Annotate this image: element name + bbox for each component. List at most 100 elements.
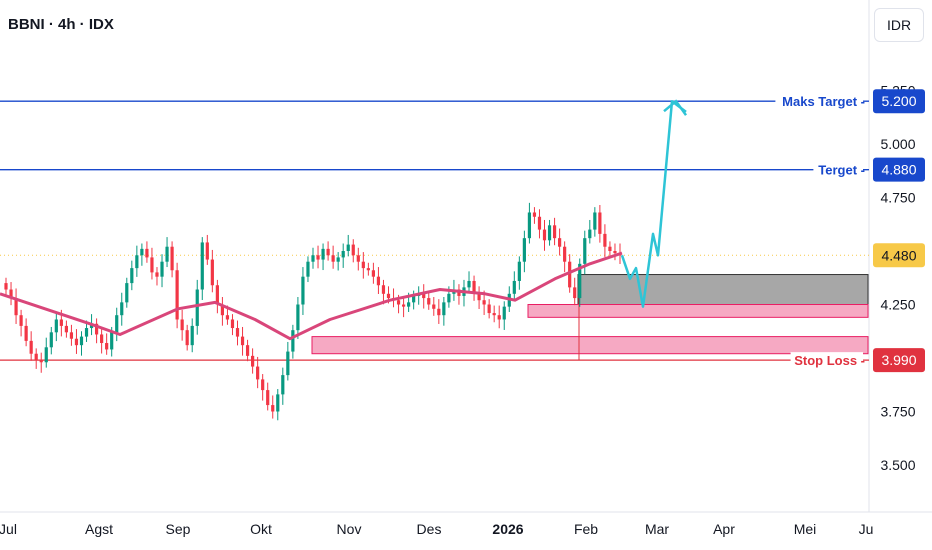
candle-body (9, 289, 13, 299)
candle-body (482, 300, 486, 305)
candle-body (502, 306, 506, 320)
candle-body (150, 257, 154, 273)
x-tick-label: Jul (0, 521, 17, 537)
candle-body (598, 212, 602, 234)
candle-body (512, 280, 516, 294)
candle-body (271, 405, 275, 412)
level-price-label: 4.880 (881, 162, 916, 178)
candle-body (165, 246, 169, 262)
level-label-bg (813, 161, 863, 178)
candle-body (608, 246, 612, 251)
candle-body (59, 319, 63, 326)
candle-body (266, 390, 270, 406)
candle-body (19, 315, 23, 326)
candle-body (588, 229, 592, 239)
candle-body (256, 366, 260, 380)
currency-button[interactable]: IDR (874, 8, 924, 42)
moving-average (0, 251, 623, 341)
candle-body (552, 225, 557, 239)
candle-body (573, 287, 577, 299)
candle-body (125, 283, 129, 303)
x-tick-label: Des (417, 521, 442, 537)
ma-line (0, 251, 623, 341)
candle-body (336, 257, 340, 262)
level-price-badge (873, 348, 925, 373)
candle-body (120, 302, 124, 316)
candle-body (251, 355, 255, 367)
candle-body (175, 270, 179, 320)
candle-body (407, 302, 411, 307)
candle-body (321, 248, 325, 260)
candle-body (442, 302, 446, 316)
candle-body (422, 293, 426, 299)
y-tick-label: 5.000 (880, 136, 915, 152)
level-label-bg (790, 352, 863, 369)
candle-body (135, 255, 139, 269)
candle-body (467, 280, 471, 288)
candle-body (603, 233, 607, 247)
candle-body (110, 332, 114, 350)
candle-body (447, 293, 451, 303)
candle-body (437, 308, 441, 316)
candle-body (296, 304, 300, 331)
candle-body (240, 336, 245, 346)
candle-body (180, 319, 184, 331)
candle-body (140, 248, 144, 256)
candle-body (432, 304, 436, 309)
candle-body (346, 244, 350, 251)
candle-body (215, 285, 219, 305)
candle-body (522, 238, 526, 262)
candle-body (517, 261, 521, 281)
candle-body (160, 261, 164, 277)
x-tick-label: Feb (574, 521, 598, 537)
candle-body (200, 242, 204, 290)
x-tick-label: Sep (166, 521, 191, 537)
projection (620, 99, 688, 308)
candle-body (130, 268, 134, 284)
x-tick-label: Mar (645, 521, 669, 537)
x-tick-label: 2026 (492, 521, 523, 537)
candle-body (64, 325, 68, 333)
candle-body (54, 319, 58, 333)
candle-body (532, 212, 537, 217)
levels: Maks Target - Terget - Stop Loss - (0, 93, 869, 369)
candle-body (301, 276, 305, 305)
level-price-label: 5.200 (881, 93, 916, 109)
candle-body (497, 315, 501, 320)
candle-body (563, 246, 567, 262)
candle-body (69, 332, 74, 339)
candle-body (49, 332, 53, 348)
candle-body (558, 238, 562, 247)
candle-body (79, 336, 84, 346)
candle-body (527, 212, 532, 239)
candle-body (225, 315, 230, 320)
candle-body (14, 298, 18, 316)
candle-body (205, 242, 209, 260)
level-price-badge (873, 157, 925, 182)
x-tick-label: Ju (859, 521, 874, 537)
projection-path (620, 99, 687, 308)
candle-body (412, 295, 416, 303)
candle-body (472, 280, 476, 294)
level-name: Stop Loss - (794, 353, 865, 368)
level-price-badge (873, 89, 925, 114)
y-tick-label: 3.500 (880, 457, 915, 473)
x-tick-label: Mei (794, 521, 817, 537)
x-tick-label: Agst (85, 521, 113, 537)
candle-body (311, 255, 315, 262)
candle-body (235, 328, 240, 337)
candle-body (210, 259, 214, 286)
x-tick-label: Nov (337, 521, 362, 537)
candle-body (29, 340, 33, 354)
candle-body (115, 315, 119, 333)
y-tick-label: 4.250 (880, 297, 915, 313)
candle-body (361, 261, 365, 269)
candle-body (155, 272, 159, 277)
candle-body (245, 345, 250, 356)
candle-body (477, 293, 481, 301)
candle-body (331, 255, 335, 262)
candle-body (170, 246, 174, 271)
projection-arrowhead (663, 99, 688, 116)
candle-body (356, 255, 360, 262)
